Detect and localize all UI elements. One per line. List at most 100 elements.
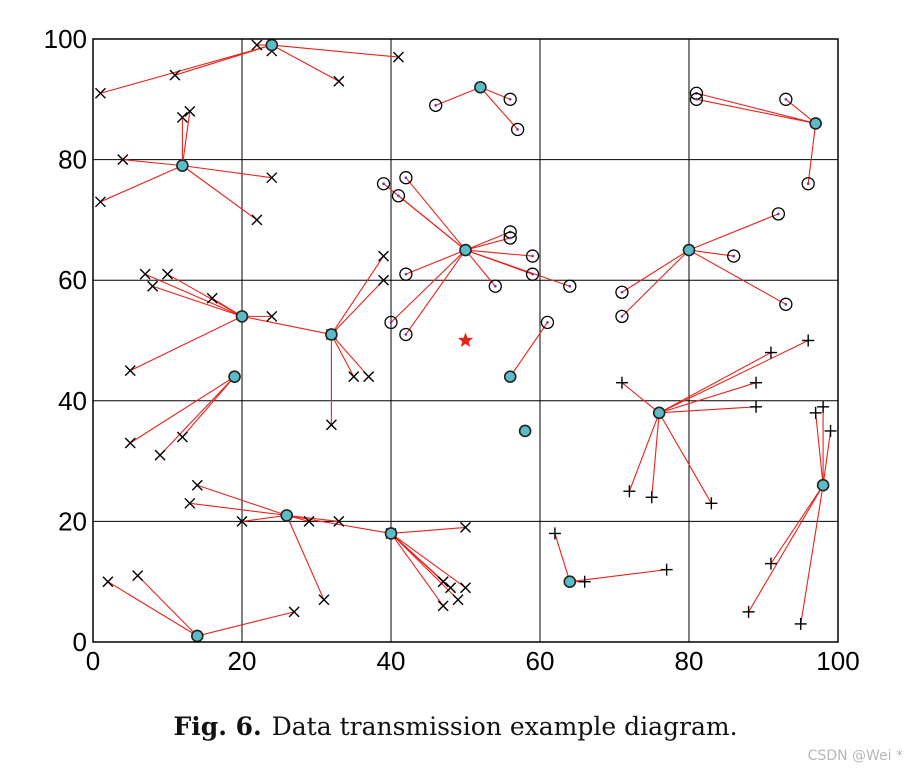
member-node-x (147, 280, 159, 292)
link-line (435, 86, 481, 106)
link-line (390, 533, 444, 607)
link-line (390, 249, 466, 323)
link-line (159, 376, 235, 456)
link-line (286, 514, 392, 535)
link-line (390, 533, 466, 589)
cluster-head-node (280, 509, 294, 522)
member-node-plus (742, 605, 755, 618)
link-line (405, 249, 466, 275)
x-tick-label: 0 (86, 646, 100, 676)
link-line (100, 165, 183, 203)
link-line (658, 340, 809, 414)
link-line (465, 249, 496, 287)
member-node-circle (779, 92, 793, 106)
member-node-x (124, 437, 136, 449)
link-line (465, 249, 570, 287)
member-node-plus (824, 424, 837, 437)
link-line (390, 526, 466, 535)
link-line (621, 249, 690, 317)
link-line (130, 315, 243, 372)
member-node-plus (660, 563, 673, 576)
member-node-plus (548, 527, 561, 540)
member-node-x (236, 515, 248, 527)
plot-frame (92, 38, 839, 643)
link-line (807, 123, 817, 184)
member-node-x (169, 69, 181, 81)
node-markers (94, 38, 837, 643)
member-node-plus (750, 400, 763, 413)
link-line (122, 159, 183, 167)
link-line (658, 352, 772, 414)
y-tick-label: 100 (44, 24, 87, 54)
link-line (182, 165, 272, 179)
member-node-plus (705, 497, 718, 510)
member-node-plus (794, 617, 807, 630)
link-line (107, 581, 198, 637)
link-line (330, 334, 355, 377)
link-line (181, 376, 235, 438)
member-node-plus (750, 376, 763, 389)
link-line (696, 98, 816, 124)
member-node-x (460, 582, 471, 594)
member-node-circle (801, 177, 815, 191)
link-line (554, 533, 571, 582)
link-line (182, 165, 258, 221)
member-node-circle (384, 315, 398, 330)
member-node-x (176, 431, 188, 443)
member-node-x (102, 576, 114, 588)
member-node-x (378, 274, 390, 286)
member-node-circle (525, 267, 540, 281)
cluster-head-node (682, 243, 696, 257)
link-line (405, 177, 466, 251)
cluster-head-node (325, 328, 338, 341)
y-tick-label: 0 (73, 627, 87, 657)
member-node-x (325, 419, 337, 431)
link-line (465, 249, 533, 257)
y-tick-label: 20 (58, 506, 87, 536)
link-line (398, 195, 466, 251)
member-node-x (363, 371, 375, 383)
link-line (651, 412, 660, 498)
x-tick-label: 60 (526, 646, 555, 676)
member-node-x (437, 576, 449, 588)
member-node-x (303, 515, 315, 527)
y-tick-label: 40 (58, 386, 87, 416)
member-node-x (266, 172, 278, 184)
member-node-x (452, 594, 464, 606)
link-line (688, 213, 779, 251)
link-line (331, 279, 384, 335)
member-node-x (445, 582, 457, 594)
member-node-circle (563, 279, 577, 293)
member-node-circle (399, 267, 413, 281)
member-node-circle (391, 189, 406, 203)
link-line (628, 412, 660, 492)
link-line (800, 485, 824, 624)
link-line (815, 412, 824, 486)
link-line (479, 86, 519, 130)
axis-tick-labels: 0 20 40 60 80 100 0 20 40 60 80 100 (44, 24, 860, 676)
link-line (405, 249, 466, 335)
figure-number: Fig. 6. (173, 712, 262, 741)
link-line (465, 237, 511, 251)
cluster-links (100, 44, 832, 637)
member-node-x (333, 75, 345, 87)
member-node-x (184, 105, 196, 117)
link-line (271, 44, 399, 58)
link-line (621, 249, 690, 293)
member-node-circle (689, 92, 704, 106)
cluster-head-node (809, 117, 822, 130)
cluster-head-node (235, 310, 249, 323)
link-line (658, 412, 712, 504)
member-node-plus (764, 557, 777, 570)
link-line (390, 533, 459, 601)
member-node-plus (578, 575, 591, 588)
member-node-plus (809, 406, 822, 419)
watermark: CSDN @Wei * (807, 748, 903, 764)
link-line (509, 322, 548, 377)
member-node-circle (376, 177, 391, 191)
member-node-circle (488, 279, 502, 293)
member-node-circle (399, 327, 413, 342)
link-line (569, 569, 667, 583)
member-node-circle (429, 98, 443, 112)
member-node-circle (525, 249, 540, 263)
